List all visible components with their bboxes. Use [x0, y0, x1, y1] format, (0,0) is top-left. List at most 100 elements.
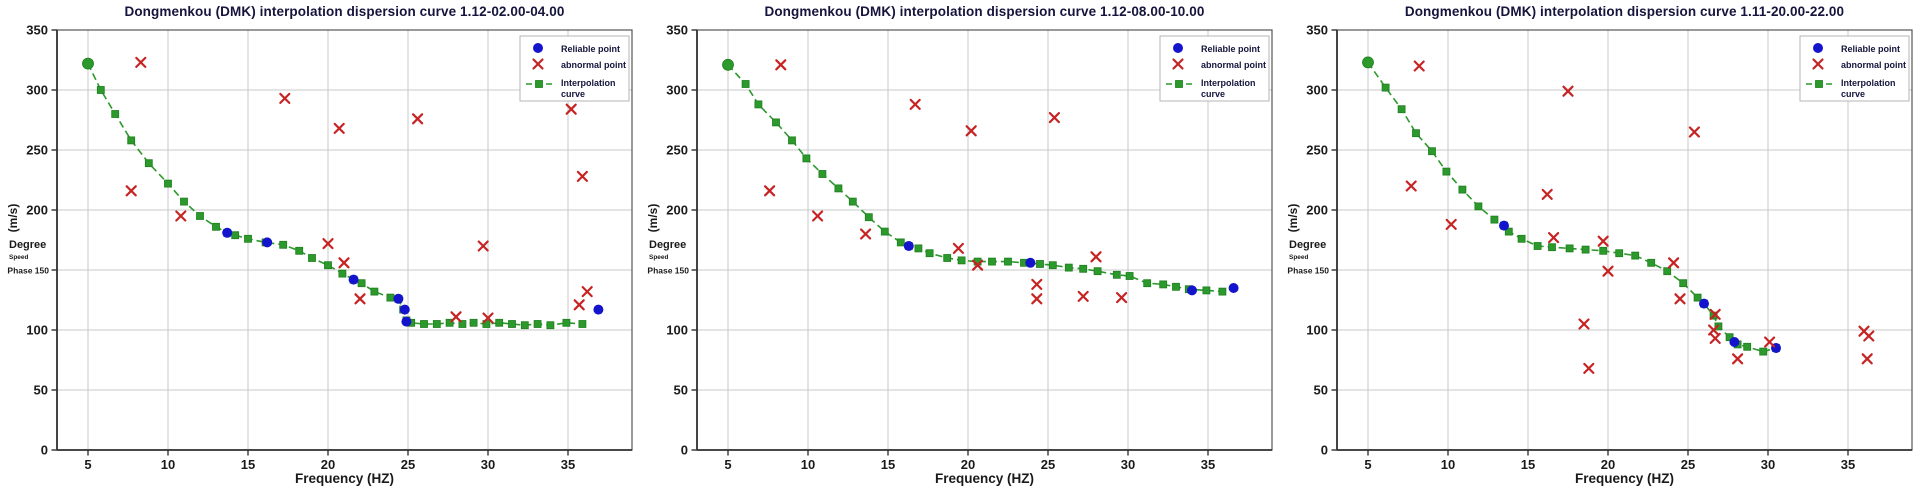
reliable-point: [393, 293, 404, 304]
curve-point: [1581, 245, 1590, 254]
svg-text:20: 20: [961, 457, 975, 472]
curve-point: [1172, 282, 1180, 291]
curve-point: [546, 321, 555, 330]
svg-text:200: 200: [1306, 203, 1328, 218]
curve-point: [1548, 243, 1556, 252]
reliable-point: [1729, 337, 1740, 347]
svg-text:0: 0: [681, 443, 688, 458]
svg-text:25: 25: [1681, 457, 1695, 472]
x-axis-label: Frequency (HZ): [1575, 471, 1674, 486]
svg-text:50: 50: [674, 383, 688, 398]
dispersion-panel-2: 5 10 15 20 25 30 35 0 50 100 200 250 300 350 Phase 150…: [640, 0, 1280, 490]
curve-point: [1474, 202, 1483, 211]
curve-point: [1202, 286, 1211, 295]
chart-title-1: Dongmenkou (DMK) interpolation dispersio…: [124, 4, 565, 19]
legend-reliable-icon: [1813, 43, 1823, 53]
svg-text:20: 20: [321, 457, 335, 472]
curve-point: [1517, 234, 1526, 243]
svg-text:350: 350: [1306, 23, 1328, 38]
y-axis-label: (m/s) Degree Speed: [646, 204, 686, 261]
curve-point: [1004, 257, 1012, 266]
legend: Reliable point abnormal point Interpolatio…: [1159, 35, 1270, 102]
svg-text:20: 20: [1601, 457, 1615, 472]
curve-point: [196, 212, 204, 220]
svg-text:15: 15: [241, 457, 255, 472]
curve-point: [1112, 270, 1121, 279]
svg-text:10: 10: [801, 457, 815, 472]
svg-text:5: 5: [84, 457, 91, 472]
svg-text:30: 30: [481, 457, 495, 472]
reliable-point: [1228, 283, 1239, 293]
curve-point: [212, 222, 220, 231]
legend-abnormal-label: abnormal point: [1201, 60, 1266, 70]
legend-interpolation-label: Interpolation: [1201, 78, 1256, 88]
curve-point: [308, 254, 316, 262]
y-unit-label: (m/s): [6, 204, 20, 233]
y-degree-label: Degree: [649, 239, 686, 251]
curve-point: [896, 238, 905, 247]
curve-point: [1397, 105, 1406, 114]
abnormal-points: [1405, 60, 1875, 374]
curve-point: [445, 318, 454, 327]
svg-text:300: 300: [26, 83, 48, 98]
interpolation-curve: [1362, 56, 1780, 356]
curve-point: [508, 320, 516, 328]
curve-point: [370, 287, 379, 296]
curve-point: [1504, 227, 1513, 236]
legend-interpolation-label: Interpolation: [561, 78, 616, 88]
curve-point: [943, 254, 952, 262]
legend-reliable-icon: [1173, 43, 1183, 53]
curve-point: [180, 197, 188, 206]
legend-interpolation-icon: [535, 80, 543, 88]
curve-point: [1647, 258, 1656, 267]
svg-text:35: 35: [1201, 457, 1215, 472]
curve-point: [1412, 129, 1420, 138]
curve-start-point: [1362, 56, 1374, 69]
curve-point: [1631, 251, 1640, 260]
curve-point: [834, 184, 843, 193]
curve-point: [864, 213, 873, 222]
interpolation-curve: [82, 57, 587, 330]
curve-point: [818, 170, 827, 178]
reliable-points: [903, 241, 1239, 296]
reliable-points: [1499, 220, 1781, 353]
curve-point: [144, 159, 153, 168]
legend-interpolation-label-2: curve: [1201, 89, 1225, 99]
y-speed-label: Speed: [649, 254, 669, 261]
plot-border: [56, 29, 633, 451]
dispersion-panel-1: 5 10 15 20 25 30 35 0 50 100 200 250 300 350 Phase 150…: [0, 0, 640, 490]
reliable-point: [222, 227, 233, 238]
curve-point: [754, 100, 763, 109]
legend-interpolation-icon: [1175, 80, 1183, 88]
phase-150-tick-label: Phase 150: [1287, 266, 1329, 276]
dispersion-panel-3: 5 10 15 20 25 30 35 0 50 100 200 250 300 350 Phase 150…: [1280, 0, 1920, 490]
curve-point: [111, 110, 120, 118]
legend-abnormal-label: abnormal point: [1841, 60, 1906, 70]
curve-point: [1036, 260, 1044, 268]
reliable-point: [1025, 257, 1036, 268]
reliable-point: [262, 237, 273, 248]
svg-text:10: 10: [1441, 457, 1455, 472]
svg-text:350: 350: [26, 23, 48, 38]
y-speed-label: Speed: [1289, 254, 1309, 261]
y-degree-label: Degree: [9, 239, 46, 251]
curve-point: [244, 234, 252, 243]
curve-point: [788, 136, 796, 145]
curve-point: [520, 321, 529, 330]
curve-point: [578, 320, 587, 328]
svg-text:10: 10: [161, 457, 175, 472]
legend-reliable-label: Reliable point: [561, 44, 620, 54]
y-axis-label: (m/s) Degree Speed: [1286, 204, 1326, 261]
legend-interpolation-label-2: curve: [561, 89, 585, 99]
svg-text:30: 30: [1761, 457, 1775, 472]
svg-text:200: 200: [666, 203, 688, 218]
curve-point: [279, 240, 288, 249]
curve-point: [1064, 263, 1073, 272]
curve-start-point: [82, 57, 94, 70]
reliable-point: [1699, 298, 1709, 309]
chart-title-3: Dongmenkou (DMK) interpolation dispersio…: [1404, 4, 1845, 19]
